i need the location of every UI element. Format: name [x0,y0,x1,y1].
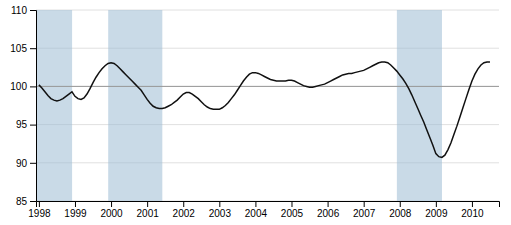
tick: 2006 [317,201,340,219]
tick-mark [111,201,112,207]
line [39,62,490,158]
tick-mark [30,201,36,202]
tick: 2001 [137,201,160,219]
tick: 1998 [28,201,51,219]
tick-label: 90 [16,158,28,169]
tick: 2000 [100,201,123,219]
shade-region [108,10,162,201]
tick-label: 2004 [245,208,268,219]
tick: 105 [10,43,36,54]
tick: 2010 [461,201,484,219]
chart: 1998 1999 2000 2001 2002 2003 2004 2005 2006 2007… [0,0,511,225]
tick: 85 [16,196,36,207]
tick-mark [400,201,401,207]
tick-label: 2008 [389,208,412,219]
tick-mark [75,201,76,207]
axis-line [30,11,37,202]
tick-mark [436,201,437,207]
tick-label: 1998 [28,208,51,219]
tick: 2004 [245,201,268,219]
reference-line [36,86,499,87]
tick: 95 [16,119,36,130]
shade-region [397,10,442,201]
tick-label: 2006 [317,208,340,219]
tick-label: 95 [16,119,28,130]
tick-label: 1999 [64,208,87,219]
tick-label: 105 [10,43,27,54]
tick-mark [255,201,256,207]
tick-label: 110 [11,5,27,16]
tick-label: 2002 [173,208,196,219]
shade-region [36,10,72,201]
y-axis: 85 90 95 100 105 110 [10,5,36,207]
tick-mark [364,201,365,207]
tick: 2009 [425,201,448,219]
marks [36,10,499,201]
tick-mark [291,201,292,207]
tick-label: 2001 [137,208,160,219]
tick: 2008 [389,201,412,219]
tick-label: 2000 [100,208,123,219]
tick: 90 [16,158,36,169]
tick-label: 2003 [209,208,232,219]
tick-mark [30,10,36,11]
tick: 2003 [209,201,232,219]
grid-line [36,86,499,87]
tick-mark [328,201,329,207]
x-axis: 1998 1999 2000 2001 2002 2003 2004 2005 2006 2007… [28,201,499,219]
tick-mark [147,201,148,207]
tick-mark [219,201,220,207]
plot: 1998 1999 2000 2001 2002 2003 2004 2005 2006 2007… [10,5,499,219]
tick-label: 2007 [353,208,376,219]
tick-label: 2005 [281,208,304,219]
tick-mark [472,201,473,207]
tick-mark [30,163,36,164]
tick-label: 2009 [425,208,448,219]
tick: 1999 [64,201,87,219]
tick-label: 100 [10,81,27,92]
tick-label: 85 [16,196,28,207]
tick: 2007 [353,201,376,219]
axis-line [37,202,500,208]
tick-mark [183,201,184,207]
grid [36,10,499,201]
tick: 2002 [173,201,196,219]
tick-mark [39,201,40,207]
tick-label: 2010 [461,208,484,219]
tick-mark [30,86,36,87]
tick: 110 [11,5,36,16]
tick-mark [30,125,36,126]
tick: 2005 [281,201,304,219]
tick: 100 [10,81,36,92]
tick-mark [30,48,36,49]
